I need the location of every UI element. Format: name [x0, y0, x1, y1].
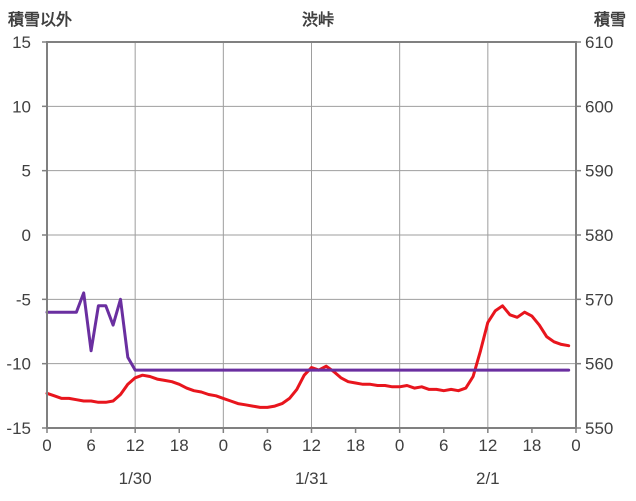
svg-text:6: 6: [263, 436, 272, 455]
left-axis-title: 積雪以外: [8, 12, 73, 29]
svg-text:0: 0: [22, 226, 31, 245]
svg-text:18: 18: [170, 436, 189, 455]
svg-text:0: 0: [219, 436, 228, 455]
svg-text:610: 610: [585, 33, 613, 52]
svg-text:10: 10: [12, 97, 31, 116]
svg-text:1/30: 1/30: [119, 469, 152, 488]
svg-text:1/31: 1/31: [295, 469, 328, 488]
svg-text:580: 580: [585, 226, 613, 245]
svg-text:0: 0: [395, 436, 404, 455]
svg-text:0: 0: [42, 436, 51, 455]
svg-text:600: 600: [585, 97, 613, 116]
svg-text:560: 560: [585, 355, 613, 374]
svg-text:6: 6: [86, 436, 95, 455]
svg-text:12: 12: [126, 436, 145, 455]
svg-text:0: 0: [571, 436, 580, 455]
svg-text:-15: -15: [6, 419, 31, 438]
svg-text:-10: -10: [6, 355, 31, 374]
svg-text:2/1: 2/1: [476, 469, 500, 488]
svg-text:12: 12: [302, 436, 321, 455]
svg-text:12: 12: [478, 436, 497, 455]
svg-text:550: 550: [585, 419, 613, 438]
svg-text:590: 590: [585, 162, 613, 181]
svg-text:15: 15: [12, 33, 31, 52]
chart-title: 渋峠: [301, 12, 334, 29]
svg-text:5: 5: [22, 162, 31, 181]
svg-text:570: 570: [585, 290, 613, 309]
svg-text:18: 18: [522, 436, 541, 455]
svg-text:18: 18: [346, 436, 365, 455]
svg-text:6: 6: [439, 436, 448, 455]
svg-text:-5: -5: [16, 290, 31, 309]
right-axis-title: 積雪: [593, 12, 626, 29]
